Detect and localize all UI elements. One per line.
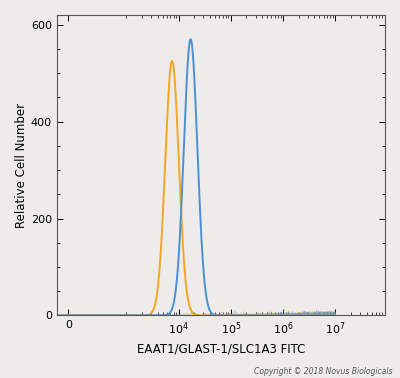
Y-axis label: Relative Cell Number: Relative Cell Number <box>15 103 28 228</box>
Text: Copyright © 2018 Novus Biologicals: Copyright © 2018 Novus Biologicals <box>254 367 392 376</box>
X-axis label: EAAT1/GLAST-1/SLC1A3 FITC: EAAT1/GLAST-1/SLC1A3 FITC <box>137 342 305 355</box>
